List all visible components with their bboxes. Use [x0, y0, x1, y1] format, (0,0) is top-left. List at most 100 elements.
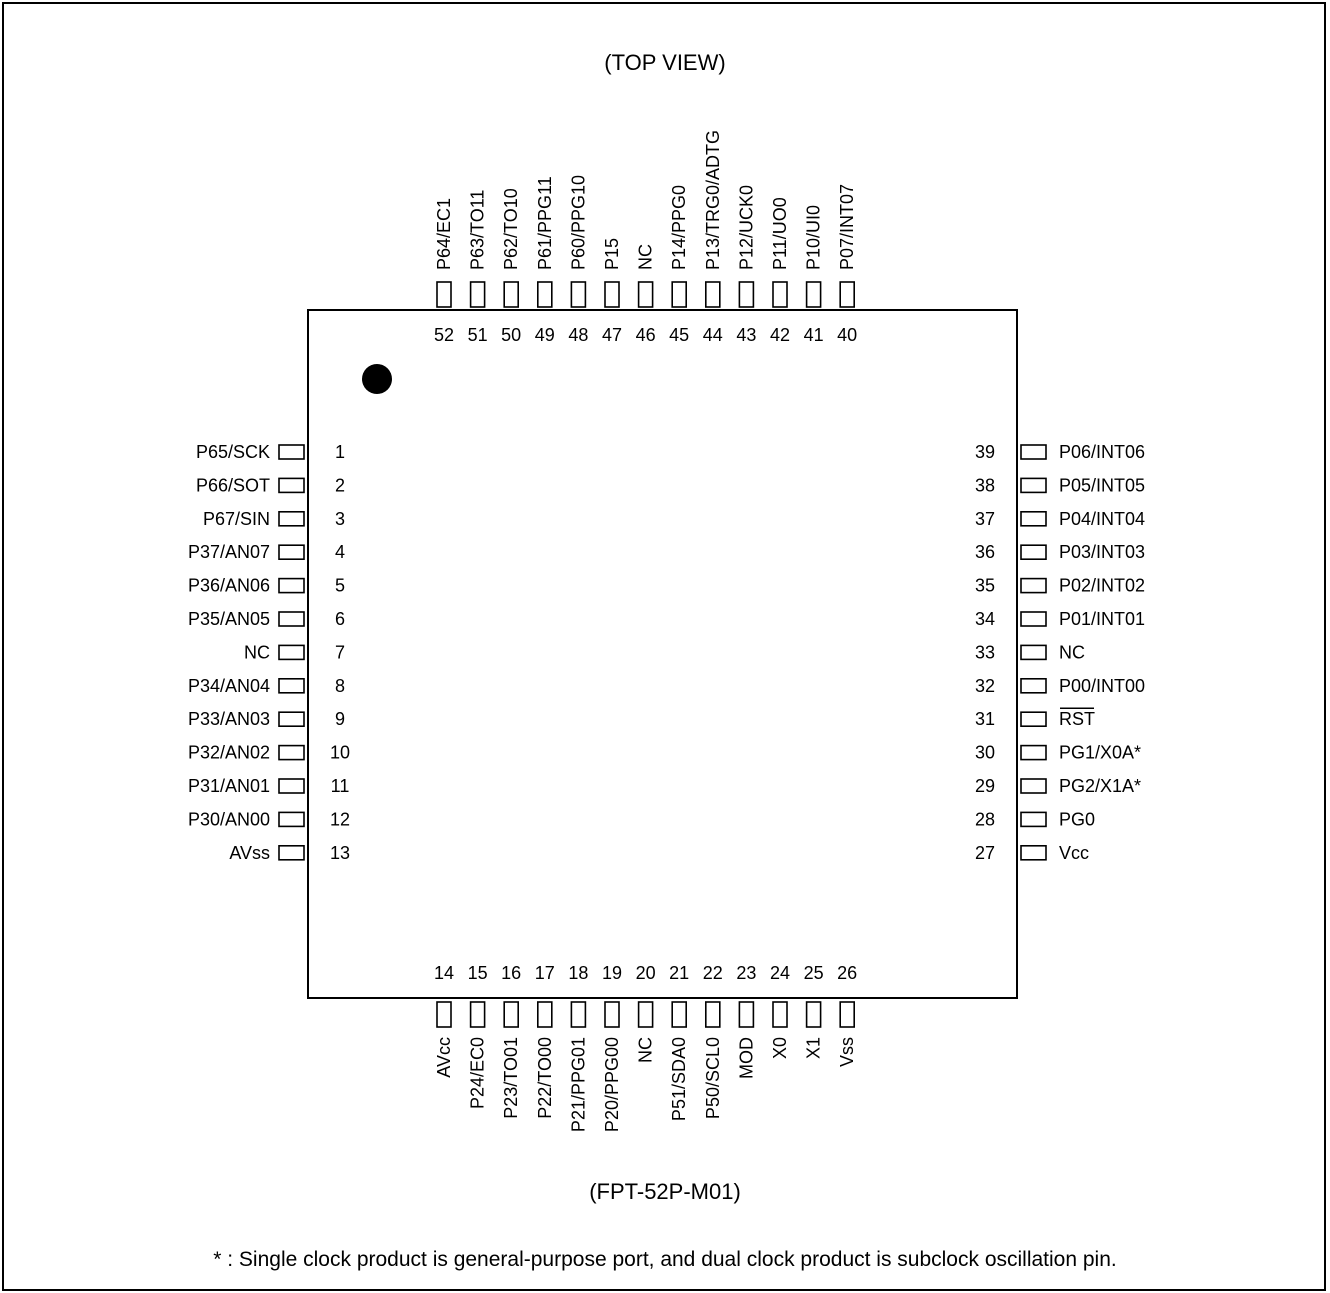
pin-number-label: 3	[335, 509, 345, 529]
pin-stub	[1020, 711, 1047, 728]
pin-number-label: 10	[330, 743, 350, 763]
pin-number-label: 35	[975, 576, 995, 596]
pin-name-label: NC	[1059, 642, 1085, 662]
pin-number-label: 5	[335, 576, 345, 596]
pin-number-label: 44	[703, 325, 723, 345]
pin-stub	[1020, 811, 1047, 828]
pin-stub	[278, 611, 305, 627]
pin-number-label: 41	[804, 325, 824, 345]
pin-number-label: 7	[335, 642, 345, 662]
pin-number-label: 6	[335, 609, 345, 629]
pin-name-label: P07/INT07	[837, 184, 857, 270]
pin-stub	[772, 1001, 788, 1028]
pin-number-label: 12	[330, 809, 350, 829]
pin-stub	[536, 1001, 553, 1028]
pin-number-label: 32	[975, 676, 995, 696]
pin-number-label: 33	[975, 642, 995, 662]
pin-number-label: 43	[736, 325, 756, 345]
pin-stub	[503, 1001, 520, 1028]
pin-name-label: AVcc	[434, 1037, 454, 1078]
pin-stub	[278, 644, 305, 661]
pin-stub	[278, 510, 305, 527]
pin-name-label: P51/SDA0	[669, 1037, 689, 1121]
pin-stub	[671, 281, 688, 308]
pin-number-label: 27	[975, 843, 995, 863]
pin-number-label: 45	[669, 325, 689, 345]
pin-stub	[1020, 544, 1047, 561]
pin-number-label: 8	[335, 676, 345, 696]
footnote-text: * : Single clock product is general-purp…	[213, 1248, 1116, 1271]
pin-stub	[1020, 677, 1047, 694]
pin-name-label: P10/UI0	[804, 205, 824, 270]
pin-name-label: P13/TRG0/ADTG	[703, 130, 723, 270]
pin-name-label: P34/AN04	[188, 676, 270, 696]
pin-name-label: P23/TO01	[501, 1037, 521, 1119]
pin-name-label: P12/UCK0	[736, 185, 756, 270]
pin-number-label: 48	[568, 325, 588, 345]
pin-name-label: Vss	[837, 1037, 857, 1067]
pin-number-label: 13	[330, 843, 350, 863]
pin-stub	[772, 281, 788, 308]
right-pin-group: P06/INT06 39 P05/INT05 38 P04/INT04 37 P03/INT…	[975, 442, 1145, 863]
pin-name-label: MOD	[736, 1037, 756, 1079]
pin-number-label: 34	[975, 609, 995, 629]
pin-stub	[704, 281, 721, 308]
pin-stub	[278, 577, 305, 594]
pin-name-label: NC	[244, 642, 270, 662]
pin-number-label: 18	[568, 963, 588, 983]
pin-number-label: 16	[501, 963, 521, 983]
pin-number-label: 31	[975, 709, 995, 729]
pin-stub	[436, 1001, 452, 1028]
pin-stub	[637, 1001, 654, 1028]
pin-stub	[278, 444, 305, 460]
pin-stub	[604, 1001, 620, 1028]
pin-number-label: 1	[335, 442, 345, 462]
pin-stub	[805, 281, 822, 308]
pin-name-label: P05/INT05	[1059, 475, 1145, 495]
pin-stub	[278, 811, 305, 828]
pin-stub	[278, 544, 305, 561]
pin-name-label: PG2/X1A*	[1059, 776, 1141, 796]
pin-number-label: 25	[804, 963, 824, 983]
pin-name-label: P65/SCK	[196, 442, 270, 462]
pin-stub	[839, 281, 856, 308]
pin-stub	[570, 281, 587, 308]
pin-name-label: P37/AN07	[188, 542, 270, 562]
pin-stub	[1020, 510, 1047, 527]
pin-number-label: 29	[975, 776, 995, 796]
pin-stub	[1020, 577, 1047, 594]
pin-name-label: P15	[602, 238, 622, 270]
pin-name-label: PG0	[1059, 809, 1095, 829]
pin-stub	[1020, 611, 1047, 627]
pin-stub	[278, 477, 305, 494]
pin-stub	[637, 281, 654, 308]
pin-number-label: 37	[975, 509, 995, 529]
pin-number-label: 52	[434, 325, 454, 345]
pin-number-label: 30	[975, 743, 995, 763]
pin-stub	[671, 1001, 688, 1028]
pin-name-label: P24/EC0	[468, 1037, 488, 1109]
pin-stub	[278, 677, 305, 694]
pin-stub	[1020, 477, 1047, 494]
pin-stub	[570, 1001, 587, 1028]
pin-name-label: AVss	[229, 843, 270, 863]
pin-name-label: P35/AN05	[188, 609, 270, 629]
pin-name-label: P02/INT02	[1059, 576, 1145, 596]
pin-number-label: 42	[770, 325, 790, 345]
pin-stub	[1020, 744, 1047, 761]
chip-body	[307, 309, 1018, 999]
pin-name-label: P61/PPG11	[535, 176, 555, 270]
pin-number-label: 50	[501, 325, 521, 345]
pin-number-label: 20	[636, 963, 656, 983]
pin-stub	[278, 711, 305, 728]
pin-number-label: 51	[468, 325, 488, 345]
pin-name-label: P30/AN00	[188, 809, 270, 829]
package-label: (FPT-52P-M01)	[589, 1179, 741, 1204]
pin-name-label: P67/SIN	[203, 509, 270, 529]
bottom-pin-group: 14 AVcc 15 P24/EC0 16 P23/TO01 17 P22/TO00 18 P21…	[434, 963, 857, 1132]
pin-name-label: NC	[636, 244, 656, 270]
pin-name-label: P01/INT01	[1059, 609, 1145, 629]
pin-number-label: 46	[636, 325, 656, 345]
pin-number-label: 49	[535, 325, 555, 345]
